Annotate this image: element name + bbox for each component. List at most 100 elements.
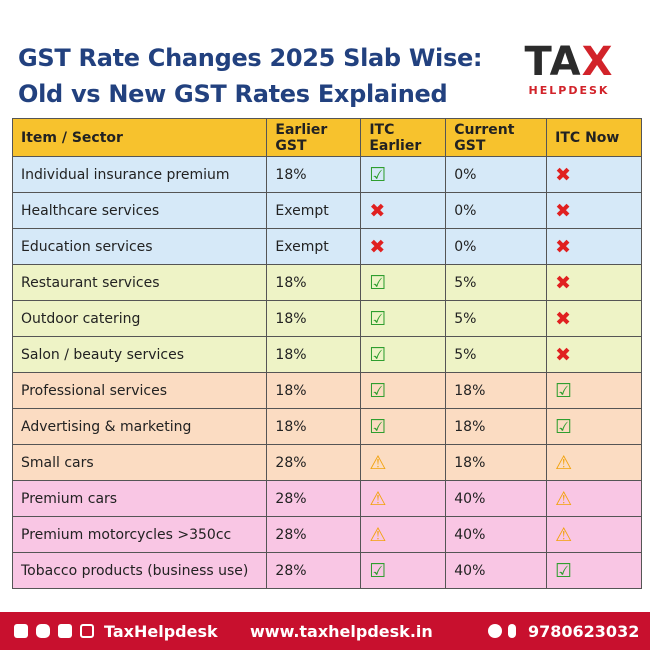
status-icon: ✖ [555, 307, 572, 330]
cell-text: 28% [275, 526, 307, 543]
status-icon: ☑ [369, 163, 387, 186]
column-header: ITC Earlier [360, 118, 447, 157]
table-cell: 18% [445, 372, 548, 409]
table-cell: 18% [266, 264, 362, 301]
cell-text: 5% [454, 274, 477, 291]
table-cell: Advertising & marketing [11, 408, 268, 445]
x-icon[interactable] [80, 624, 94, 638]
status-icon: ☑ [369, 559, 387, 582]
cell-text: 18% [275, 382, 307, 399]
cell-text: 5% [454, 346, 477, 363]
status-icon: ✖ [555, 343, 572, 366]
cell-text: Professional services [21, 382, 168, 399]
status-icon: ✖ [555, 163, 572, 186]
cell-text: 5% [454, 310, 477, 327]
cell-text: Tobacco products (business use) [21, 562, 249, 579]
cell-text: Premium motorcycles >350cc [21, 526, 232, 543]
logo-tagline: HELPDESK [528, 84, 610, 97]
table-cell: ☑ [360, 552, 447, 589]
cell-text: Restaurant services [21, 274, 160, 291]
table-cell: Premium cars [11, 480, 268, 517]
table-cell: 18% [266, 156, 362, 193]
table-cell: ✖ [360, 228, 447, 265]
status-icon: ✖ [369, 199, 386, 222]
table-cell: ☑ [360, 336, 447, 373]
table-cell: 18% [445, 408, 548, 445]
table-cell: ☑ [546, 408, 642, 445]
cell-text: Healthcare services [21, 202, 160, 219]
status-icon: ✖ [369, 235, 386, 258]
logo-accent: X [581, 39, 614, 85]
table-cell: 28% [266, 516, 362, 553]
table-row: Professional services 18% ☑ 18% ☑ [11, 372, 642, 409]
table-row: Individual insurance premium 18% ☑ 0% ✖ [11, 156, 642, 193]
cell-text: Individual insurance premium [21, 166, 230, 183]
phone[interactable]: 9780623032 [528, 622, 640, 641]
table-cell: ☑ [360, 300, 447, 337]
table-cell: 18% [266, 372, 362, 409]
table-cell: Education services [11, 228, 268, 265]
facebook-icon[interactable] [14, 624, 28, 638]
cell-text: 18% [275, 310, 307, 327]
instagram-icon[interactable] [36, 624, 50, 638]
header-row: Item / Sector Earlier GST ITC Earlier Curre… [11, 118, 642, 157]
status-icon: ☑ [555, 559, 573, 582]
table-row: Premium cars 28% ⚠ 40% ⚠ [11, 480, 642, 517]
status-icon: ✖ [555, 235, 572, 258]
table-cell: ✖ [546, 300, 642, 337]
table-cell: ☑ [360, 372, 447, 409]
table-row: Education services Exempt ✖ 0% ✖ [11, 228, 642, 265]
table-cell: 0% [445, 228, 548, 265]
table-cell: ☑ [546, 552, 642, 589]
table-cell: ☑ [360, 156, 447, 193]
table-cell: ⚠ [360, 480, 447, 517]
cell-text: Exempt [275, 238, 329, 255]
status-icon: ☑ [369, 271, 387, 294]
table-cell: Healthcare services [11, 192, 268, 229]
cell-text: Exempt [275, 202, 329, 219]
table-row: Small cars 28% ⚠ 18% ⚠ [11, 444, 642, 481]
status-icon: ⚠ [555, 523, 573, 546]
table-cell: 18% [266, 300, 362, 337]
table-cell: 5% [445, 264, 548, 301]
whatsapp-icon[interactable] [488, 624, 502, 638]
table-cell: ✖ [546, 192, 642, 229]
table-cell: Premium motorcycles >350cc [11, 516, 268, 553]
table-cell: ✖ [546, 336, 642, 373]
table-cell: ⚠ [360, 516, 447, 553]
cell-text: 40% [454, 562, 486, 579]
table-row: Outdoor catering 18% ☑ 5% ✖ [11, 300, 642, 337]
gst-table: Item / Sector Earlier GST ITC Earlier Curre… [11, 118, 642, 589]
column-header: Current GST [445, 118, 548, 157]
table-cell: ✖ [546, 228, 642, 265]
table-cell: Individual insurance premium [11, 156, 268, 193]
brand: TaxHelpdesk [104, 622, 218, 641]
table-row: Tobacco products (business use) 28% ☑ 40% ☑ [11, 552, 642, 589]
table-cell: 5% [445, 300, 548, 337]
linkedin-icon[interactable] [58, 624, 72, 638]
title: GST Rate Changes 2025 Slab Wise: Old vs … [18, 40, 483, 112]
status-icon: ⚠ [369, 523, 387, 546]
table-cell: 18% [445, 444, 548, 481]
cell-text: 28% [275, 562, 307, 579]
cell-text: 18% [454, 454, 486, 471]
status-icon: ☑ [369, 379, 387, 402]
table-cell: ⚠ [546, 444, 642, 481]
title-line: GST Rate Changes 2025 Slab Wise: [18, 44, 483, 72]
table-cell: 18% [266, 336, 362, 373]
table-cell: Professional services [11, 372, 268, 409]
table-cell: 40% [445, 516, 548, 553]
cell-text: 18% [454, 418, 486, 435]
status-icon: ☑ [369, 307, 387, 330]
table-cell: ✖ [546, 156, 642, 193]
cell-text: 0% [454, 238, 477, 255]
table-cell: Outdoor catering [11, 300, 268, 337]
table-cell: 40% [445, 480, 548, 517]
table-cell: Small cars [11, 444, 268, 481]
cell-text: 0% [454, 202, 477, 219]
table-cell: Salon / beauty services [11, 336, 268, 373]
table-cell: Exempt [266, 228, 362, 265]
table-cell: ✖ [546, 264, 642, 301]
cell-text: 40% [454, 526, 486, 543]
website[interactable]: www.taxhelpdesk.in [250, 622, 433, 641]
